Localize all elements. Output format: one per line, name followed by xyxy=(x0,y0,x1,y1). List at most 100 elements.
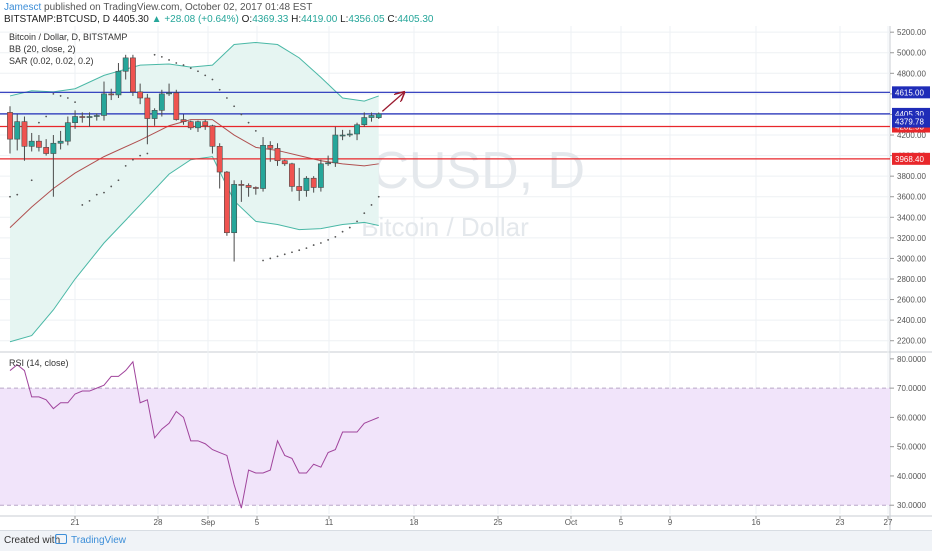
candle[interactable] xyxy=(14,114,21,151)
candle[interactable] xyxy=(325,155,332,166)
sar-dot xyxy=(153,53,156,56)
candle-body xyxy=(303,177,310,191)
candle[interactable] xyxy=(238,180,245,202)
candle[interactable] xyxy=(354,122,360,141)
time-tick-label: 21 xyxy=(71,518,80,527)
candle[interactable] xyxy=(166,83,172,96)
price-tick-label: 5200.00 xyxy=(897,28,926,37)
candle-body xyxy=(28,140,35,147)
candle[interactable] xyxy=(137,83,144,105)
candle[interactable] xyxy=(274,143,281,166)
candle[interactable] xyxy=(346,129,353,138)
candle[interactable] xyxy=(317,159,324,192)
sar-dot xyxy=(327,239,330,241)
candle[interactable] xyxy=(368,112,375,122)
candle[interactable] xyxy=(7,106,13,154)
candle-body xyxy=(158,93,165,111)
time-tick-label: 5 xyxy=(619,518,624,527)
candle-body xyxy=(281,160,288,165)
rsi-axis[interactable]: 30.0000 40.0000 50.0000 60.0000 70.0000 80.00… xyxy=(890,355,926,510)
candle-body xyxy=(86,116,93,118)
time-tick-label: 9 xyxy=(668,518,673,527)
time-axis[interactable]: 21 28 Sep 5 11 18 25 Oct 5 9 16 23 27 xyxy=(71,516,893,527)
candle[interactable] xyxy=(216,143,223,189)
candle[interactable] xyxy=(260,137,266,192)
tradingview-link[interactable]: TradingView xyxy=(55,534,126,546)
watermark-name: Bitcoin / Dollar xyxy=(361,212,529,242)
candle[interactable] xyxy=(122,54,129,80)
candle[interactable] xyxy=(64,116,71,146)
candle[interactable] xyxy=(50,135,57,197)
candle[interactable] xyxy=(267,141,274,162)
candle[interactable] xyxy=(72,110,78,129)
candle[interactable] xyxy=(332,126,339,167)
candle[interactable] xyxy=(173,89,180,121)
candle[interactable] xyxy=(158,89,165,117)
candle[interactable] xyxy=(281,159,288,166)
candle[interactable] xyxy=(289,162,295,192)
sar-dot xyxy=(348,226,351,229)
candle[interactable] xyxy=(144,93,151,145)
projection-arrow[interactable] xyxy=(381,92,404,112)
candle-body xyxy=(101,93,107,116)
candle[interactable] xyxy=(79,112,86,123)
candle[interactable] xyxy=(252,186,259,195)
sar-dot xyxy=(240,113,243,116)
sar-dot xyxy=(117,179,120,182)
candle[interactable] xyxy=(28,132,35,152)
candle[interactable] xyxy=(101,81,107,121)
candlestick-series[interactable] xyxy=(7,54,382,262)
candle[interactable] xyxy=(310,176,317,193)
candle[interactable] xyxy=(187,120,194,130)
candle[interactable] xyxy=(115,63,122,98)
candle[interactable] xyxy=(93,113,100,121)
sar-dot xyxy=(254,130,257,132)
candle[interactable] xyxy=(151,108,158,126)
candle-body xyxy=(122,57,129,72)
price-tick-label: 3400.00 xyxy=(897,213,926,222)
candle-body xyxy=(231,184,238,234)
candle[interactable] xyxy=(36,135,42,152)
legend-bb[interactable]: BB (20, close, 2) xyxy=(9,44,76,54)
rsi-line[interactable] xyxy=(9,360,379,509)
sar-dot xyxy=(291,251,293,254)
candle[interactable] xyxy=(180,114,187,125)
candle-body xyxy=(93,115,100,117)
candle[interactable] xyxy=(108,88,115,101)
candle[interactable] xyxy=(224,171,230,236)
price-tag-label: 4379.78 xyxy=(895,118,924,127)
sar-dot xyxy=(218,88,221,91)
candle[interactable] xyxy=(195,120,201,132)
candle[interactable] xyxy=(361,112,368,127)
candle[interactable] xyxy=(86,112,93,127)
candle[interactable] xyxy=(231,180,238,262)
sar-dot xyxy=(341,230,344,233)
candle-body xyxy=(50,142,57,154)
legend-rsi[interactable]: RSI (14, close) xyxy=(9,358,69,368)
candle[interactable] xyxy=(375,112,382,119)
candle[interactable] xyxy=(245,183,252,197)
candle[interactable] xyxy=(57,130,64,150)
bollinger-fill xyxy=(10,42,379,342)
candle[interactable] xyxy=(21,116,28,161)
sar-dot xyxy=(211,78,214,81)
chart-canvas[interactable]: BTCUSD, D Bitcoin / Dollar 2200.002400.0… xyxy=(0,26,932,530)
candle[interactable] xyxy=(303,176,310,197)
open-label: O: xyxy=(241,14,253,25)
candle[interactable] xyxy=(130,54,136,96)
candle[interactable] xyxy=(296,167,303,201)
legend-sar[interactable]: SAR (0.02, 0.02, 0.2) xyxy=(9,56,94,66)
rsi-band xyxy=(0,388,890,506)
candle[interactable] xyxy=(209,124,216,154)
candle-body xyxy=(361,117,368,126)
candle[interactable] xyxy=(339,129,346,141)
candle[interactable] xyxy=(202,119,209,130)
candle[interactable] xyxy=(43,139,50,156)
candle-body xyxy=(7,112,13,140)
arrow-line[interactable] xyxy=(381,92,404,112)
sar-dot xyxy=(370,204,373,206)
close-label: C: xyxy=(387,14,398,25)
sar-dot xyxy=(334,235,337,238)
author-link[interactable]: Jamesct xyxy=(4,2,42,13)
rsi-pane[interactable] xyxy=(0,360,890,509)
